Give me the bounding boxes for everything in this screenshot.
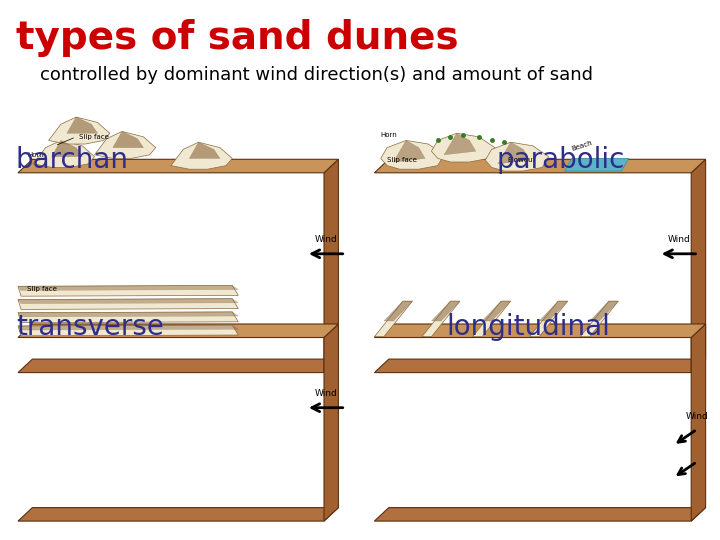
Text: Slip face: Slip face [27, 286, 57, 292]
Polygon shape [374, 301, 413, 336]
Polygon shape [18, 508, 338, 521]
Polygon shape [49, 117, 110, 144]
Text: types of sand dunes: types of sand dunes [16, 19, 459, 57]
Polygon shape [18, 312, 238, 317]
Polygon shape [422, 301, 460, 336]
Polygon shape [18, 325, 238, 330]
Polygon shape [18, 286, 238, 291]
Text: controlled by dominant wind direction(s) and amount of sand: controlled by dominant wind direction(s)… [40, 66, 593, 84]
Polygon shape [324, 324, 338, 521]
Polygon shape [691, 324, 706, 521]
Text: Horn: Horn [27, 152, 44, 158]
Polygon shape [18, 286, 238, 296]
Polygon shape [18, 159, 338, 173]
Polygon shape [113, 131, 143, 147]
Polygon shape [18, 299, 238, 303]
Polygon shape [18, 359, 338, 373]
Polygon shape [580, 301, 618, 336]
Polygon shape [381, 140, 444, 169]
Text: Wind: Wind [315, 389, 338, 398]
Polygon shape [393, 140, 425, 162]
Polygon shape [18, 312, 238, 322]
Text: Beach: Beach [571, 140, 593, 152]
Text: Slip face: Slip face [387, 157, 417, 163]
Polygon shape [539, 301, 567, 321]
Text: Slip face: Slip face [79, 134, 109, 140]
Polygon shape [189, 142, 220, 158]
Polygon shape [52, 140, 82, 157]
Polygon shape [564, 158, 629, 171]
Polygon shape [590, 301, 618, 321]
Polygon shape [374, 508, 706, 521]
Text: transverse: transverse [16, 313, 163, 341]
Text: Horn: Horn [381, 132, 397, 138]
Text: Wind: Wind [685, 412, 708, 421]
Polygon shape [18, 325, 238, 336]
Text: Blowout: Blowout [508, 157, 536, 163]
Polygon shape [374, 324, 706, 338]
Polygon shape [431, 133, 495, 162]
Polygon shape [530, 301, 567, 336]
Polygon shape [444, 133, 476, 155]
Text: barchan: barchan [16, 146, 129, 174]
Polygon shape [691, 159, 706, 373]
Polygon shape [18, 299, 238, 309]
Polygon shape [498, 142, 530, 164]
Polygon shape [171, 142, 232, 169]
Polygon shape [482, 301, 510, 321]
Text: longitudinal: longitudinal [446, 313, 611, 341]
Polygon shape [374, 359, 706, 373]
Text: Wind: Wind [667, 235, 690, 244]
Text: Wind: Wind [315, 235, 338, 244]
Polygon shape [485, 142, 549, 171]
Polygon shape [431, 301, 460, 321]
Polygon shape [324, 159, 338, 373]
Polygon shape [94, 131, 156, 158]
Polygon shape [33, 140, 94, 167]
Polygon shape [384, 301, 413, 321]
Polygon shape [472, 301, 510, 336]
Text: parabolic: parabolic [497, 146, 625, 174]
Polygon shape [374, 159, 706, 173]
Polygon shape [18, 324, 338, 338]
Polygon shape [67, 117, 98, 133]
